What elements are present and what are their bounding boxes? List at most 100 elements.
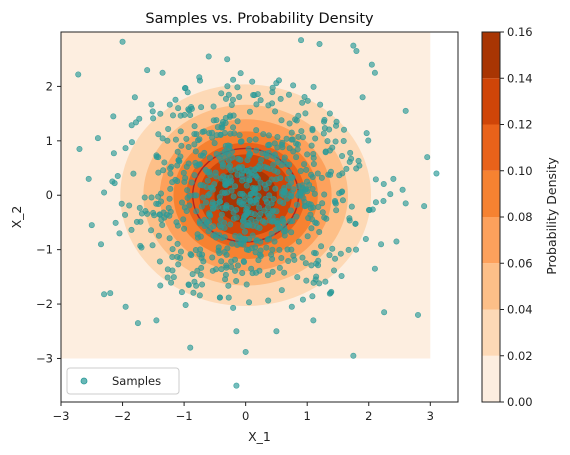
sample-point	[353, 246, 360, 253]
sample-point	[329, 245, 336, 252]
sample-point	[331, 267, 338, 274]
sample-point	[193, 208, 200, 215]
sample-point	[232, 267, 239, 274]
sample-point	[308, 171, 315, 178]
sample-point	[233, 206, 240, 213]
sample-point	[274, 159, 281, 166]
sample-point	[257, 97, 264, 104]
legend-box	[66, 367, 180, 395]
y-axis: −3 −2 −1 0 1 2	[36, 79, 61, 365]
sample-point	[94, 135, 101, 142]
sample-point	[290, 82, 297, 89]
sample-point	[166, 101, 173, 108]
sample-point	[256, 204, 263, 211]
sample-point	[326, 290, 333, 297]
sample-point	[345, 246, 352, 253]
sample-point	[275, 77, 282, 84]
sample-point	[166, 195, 173, 202]
sample-point	[222, 114, 229, 121]
sample-point	[224, 56, 231, 63]
sample-point	[155, 131, 162, 138]
sample-point	[346, 158, 353, 165]
sample-point	[138, 210, 145, 217]
sample-point	[246, 177, 253, 184]
colorbar-tick-label: 0.00	[507, 395, 533, 409]
sample-point	[85, 175, 92, 182]
sample-point	[236, 93, 243, 100]
sample-point	[101, 189, 108, 196]
sample-point	[184, 187, 191, 194]
sample-point	[148, 194, 155, 201]
sample-point	[278, 255, 285, 262]
y-tick-label: 2	[46, 79, 53, 93]
sample-point	[186, 202, 193, 209]
sample-point	[178, 199, 185, 206]
sample-point	[323, 215, 330, 222]
sample-point	[157, 282, 164, 289]
sample-point	[278, 141, 285, 148]
sample-point	[276, 264, 283, 271]
sample-point	[153, 152, 160, 159]
sample-point	[180, 169, 187, 176]
sample-point	[188, 103, 195, 110]
sample-point	[274, 220, 281, 227]
sample-point	[185, 160, 192, 167]
sample-point	[184, 89, 191, 96]
sample-point	[156, 258, 163, 265]
sample-point	[183, 135, 190, 142]
sample-point	[164, 274, 171, 281]
sample-point	[187, 112, 194, 119]
sample-point	[312, 250, 319, 257]
sample-point	[197, 272, 204, 279]
sample-point	[227, 204, 234, 211]
sample-point	[285, 91, 292, 98]
sample-point	[187, 251, 194, 258]
sample-point	[252, 189, 259, 196]
sample-point	[209, 199, 216, 206]
sample-point	[269, 100, 276, 107]
sample-point	[333, 207, 340, 214]
sample-point	[234, 84, 241, 91]
sample-point	[206, 154, 213, 161]
sample-point	[253, 101, 260, 108]
sample-point	[308, 225, 315, 232]
sample-point	[308, 262, 315, 269]
sample-point	[264, 204, 271, 211]
colorbar-tick-label: 0.06	[507, 256, 533, 270]
sample-point	[229, 154, 236, 161]
sample-point	[202, 199, 209, 206]
sample-point	[332, 255, 339, 262]
sample-point	[288, 246, 295, 253]
colorbar: 0.00 0.02 0.04 0.06 0.08 0.10 0.12 0.14 0.16	[481, 25, 533, 409]
sample-point	[238, 240, 245, 247]
sample-point	[198, 104, 205, 111]
sample-point	[234, 262, 241, 269]
sample-point	[329, 144, 336, 151]
sample-point	[217, 131, 224, 138]
sample-point	[238, 170, 245, 177]
sample-point	[98, 241, 105, 248]
sample-point	[175, 105, 182, 112]
sample-point	[241, 235, 248, 242]
sample-point	[332, 197, 339, 204]
sample-point	[266, 141, 273, 148]
sample-point	[393, 238, 400, 245]
sample-point	[141, 194, 148, 201]
sample-point	[222, 276, 229, 283]
sample-point	[239, 177, 246, 184]
sample-point	[302, 110, 309, 117]
plot-area	[61, 32, 458, 402]
colorbar-tick-label: 0.02	[507, 349, 533, 363]
sample-point	[268, 200, 275, 207]
sample-point	[248, 210, 255, 217]
sample-point	[158, 190, 165, 197]
sample-points	[75, 37, 440, 389]
sample-point	[294, 274, 301, 281]
sample-point	[191, 172, 198, 179]
sample-point	[185, 281, 192, 288]
sample-point	[326, 110, 333, 117]
sample-point	[285, 182, 292, 189]
sample-point	[222, 95, 229, 102]
sample-point	[158, 198, 165, 205]
y-tick-label: −1	[36, 243, 53, 257]
